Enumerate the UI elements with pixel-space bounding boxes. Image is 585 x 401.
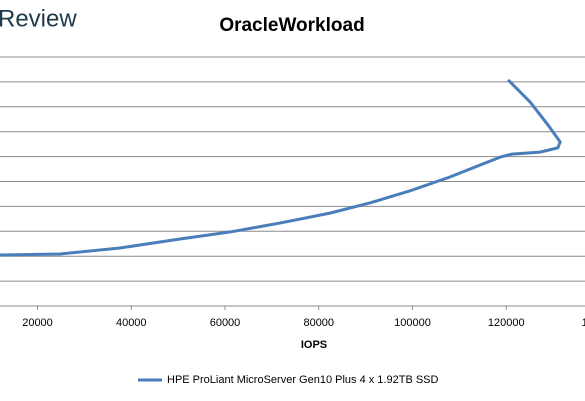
series-line	[0, 78, 562, 257]
legend-label: HPE ProLiant MicroServer Gen10 Plus 4 x …	[167, 374, 439, 386]
x-tick-label: 60000	[210, 317, 241, 329]
x-tick-label: 120000	[488, 317, 525, 329]
x-tick-label: 20000	[22, 317, 53, 329]
x-tick-label: 40000	[116, 317, 147, 329]
x-axis-label: IOPS	[301, 339, 327, 351]
x-tick-label: 140000	[582, 317, 585, 329]
logo: Review	[0, 5, 77, 32]
x-tick-label: 80000	[303, 317, 334, 329]
x-tick-label: 100000	[394, 317, 431, 329]
chart-title: OracleWorkload	[219, 15, 364, 36]
